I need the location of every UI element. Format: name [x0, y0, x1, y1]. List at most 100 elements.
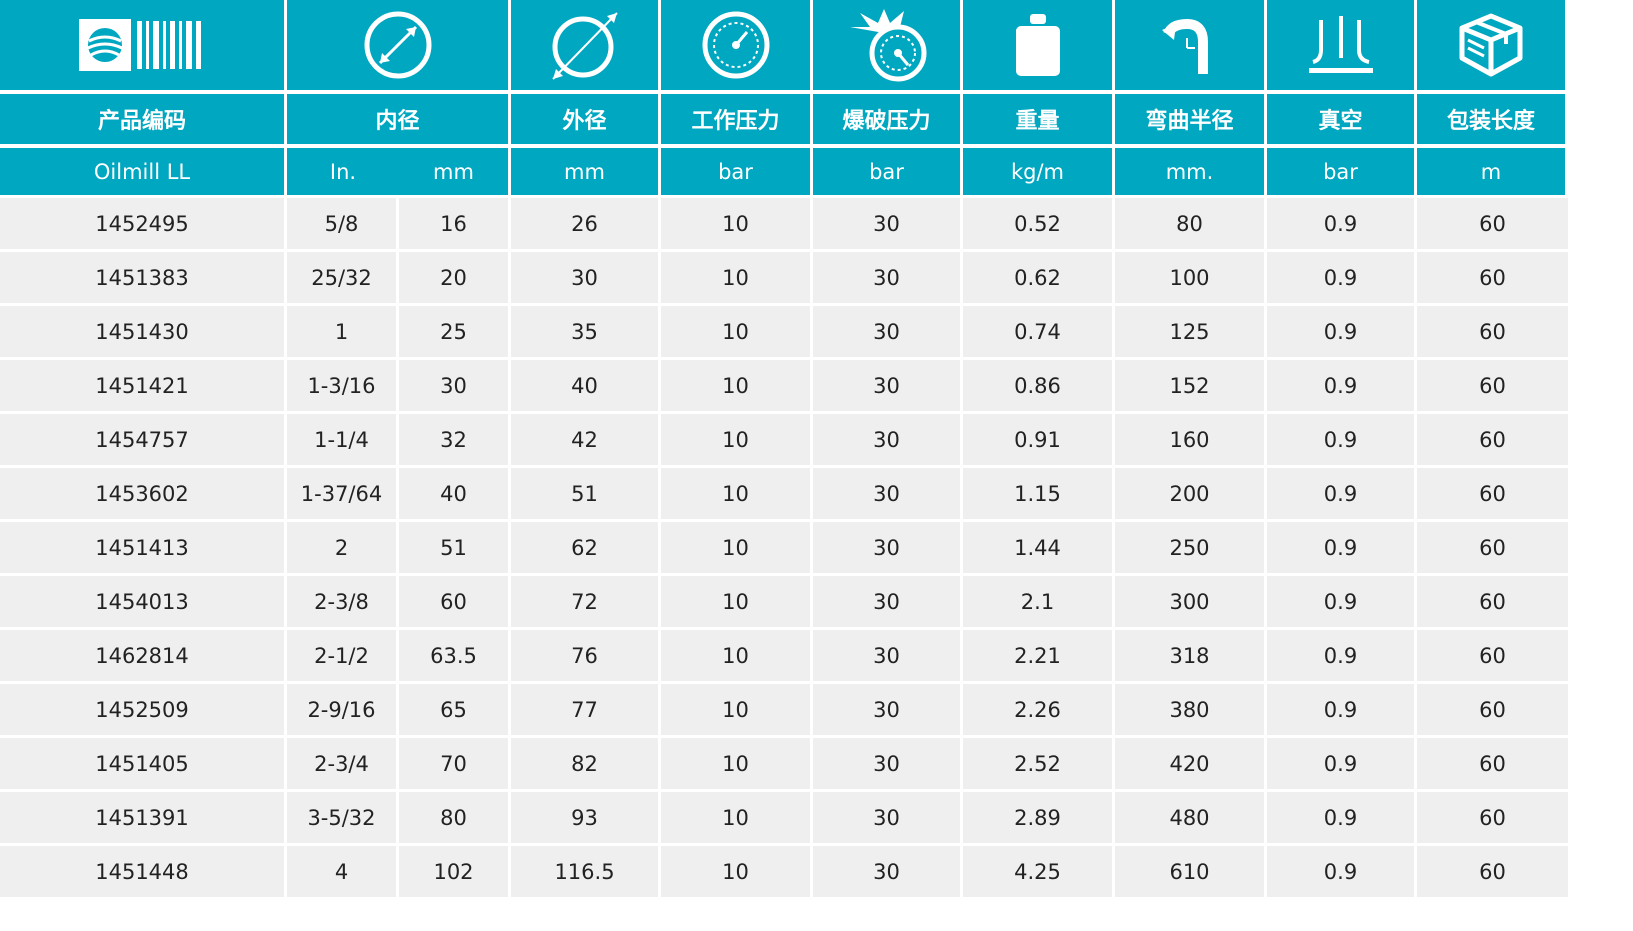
unit-vacuum: bar	[1267, 148, 1417, 195]
header-burst-pressure: 爆破压力	[813, 94, 963, 148]
header-pack-length: 包装长度	[1417, 94, 1568, 148]
icon-cell-weight	[963, 0, 1115, 94]
cell-outer: 35	[511, 303, 661, 357]
table-row: 1454757 1-1/4 32 42 10 30 0.91 160 0.9 60	[0, 411, 1568, 465]
icon-cell-pack-length	[1417, 0, 1568, 94]
table-row: 1451391 3-5/32 80 93 10 30 2.89 480 0.9 60	[0, 789, 1568, 843]
cell-vacuum: 0.9	[1267, 789, 1417, 843]
cell-burst-pressure: 30	[813, 681, 963, 735]
weight-icon	[1015, 14, 1060, 76]
cell-vacuum: 0.9	[1267, 627, 1417, 681]
cell-burst-pressure: 30	[813, 843, 963, 897]
cell-burst-pressure: 30	[813, 573, 963, 627]
cell-bend-radius: 200	[1115, 465, 1267, 519]
icon-row	[0, 0, 1568, 94]
table-row: 1452495 5/8 16 26 10 30 0.52 80 0.9 60	[0, 195, 1568, 249]
cell-bend-radius: 250	[1115, 519, 1267, 573]
outer-diameter-icon	[551, 12, 618, 80]
cell-inner-mm: 63.5	[399, 627, 511, 681]
cell-pack-length: 60	[1417, 627, 1568, 681]
header-bend-radius: 弯曲半径	[1115, 94, 1267, 148]
cell-inner-in: 2	[287, 519, 399, 573]
cell-outer: 40	[511, 357, 661, 411]
cell-inner-mm: 51	[399, 519, 511, 573]
unit-pack-length: m	[1417, 148, 1568, 195]
cell-working-pressure: 10	[661, 681, 813, 735]
cell-outer: 72	[511, 573, 661, 627]
cell-outer: 82	[511, 735, 661, 789]
package-box-icon	[1459, 13, 1523, 77]
cell-working-pressure: 10	[661, 519, 813, 573]
burst-pressure-icon	[849, 9, 926, 82]
cell-pack-length: 60	[1417, 465, 1568, 519]
cell-inner-in: 1-3/16	[287, 357, 399, 411]
cell-vacuum: 0.9	[1267, 195, 1417, 249]
cell-outer: 42	[511, 411, 661, 465]
cell-bend-radius: 420	[1115, 735, 1267, 789]
cell-bend-radius: 152	[1115, 357, 1267, 411]
cell-burst-pressure: 30	[813, 249, 963, 303]
cell-code: 1453602	[0, 465, 287, 519]
cell-burst-pressure: 30	[813, 465, 963, 519]
cell-pack-length: 60	[1417, 573, 1568, 627]
icon-cell-inner	[287, 0, 511, 94]
cell-pack-length: 60	[1417, 411, 1568, 465]
cell-burst-pressure: 30	[813, 411, 963, 465]
cell-pack-length: 60	[1417, 195, 1568, 249]
cell-working-pressure: 10	[661, 195, 813, 249]
bend-radius-icon	[1161, 18, 1208, 74]
unit-code: Oilmill LL	[0, 148, 287, 195]
cell-vacuum: 0.9	[1267, 465, 1417, 519]
cell-bend-radius: 610	[1115, 843, 1267, 897]
cell-pack-length: 60	[1417, 303, 1568, 357]
cell-inner-in: 5/8	[287, 195, 399, 249]
cell-inner-mm: 16	[399, 195, 511, 249]
cell-pack-length: 60	[1417, 789, 1568, 843]
cell-vacuum: 0.9	[1267, 519, 1417, 573]
spec-table-container: 产品编码 内径 外径 工作压力 爆破压力 重量 弯曲半径 真空 包装长度 Oil…	[0, 0, 1568, 897]
cell-code: 1452509	[0, 681, 287, 735]
unit-working-pressure: bar	[661, 148, 813, 195]
cell-code: 1462814	[0, 627, 287, 681]
cell-code: 1454013	[0, 573, 287, 627]
cell-code: 1451413	[0, 519, 287, 573]
cell-inner-in: 2-3/8	[287, 573, 399, 627]
table-row: 1451448 4 102 116.5 10 30 4.25 610 0.9 60	[0, 843, 1568, 897]
cell-vacuum: 0.9	[1267, 573, 1417, 627]
cell-vacuum: 0.9	[1267, 303, 1417, 357]
cell-working-pressure: 10	[661, 411, 813, 465]
cell-pack-length: 60	[1417, 735, 1568, 789]
table-row: 1451383 25/32 20 30 10 30 0.62 100 0.9 60	[0, 249, 1568, 303]
unit-inner-mm: mm	[399, 148, 511, 195]
cell-inner-mm: 102	[399, 843, 511, 897]
cell-inner-in: 2-3/4	[287, 735, 399, 789]
header-inner-diameter: 内径	[287, 94, 511, 148]
cell-inner-in: 3-5/32	[287, 789, 399, 843]
cell-vacuum: 0.9	[1267, 735, 1417, 789]
cell-code: 1451421	[0, 357, 287, 411]
cell-code: 1454757	[0, 411, 287, 465]
cell-burst-pressure: 30	[813, 735, 963, 789]
unit-outer: mm	[511, 148, 661, 195]
table-body: 1452495 5/8 16 26 10 30 0.52 80 0.9 60 1451383 25/3…	[0, 195, 1568, 897]
unit-burst-pressure: bar	[813, 148, 963, 195]
cell-inner-in: 1-1/4	[287, 411, 399, 465]
icon-cell-bend-radius	[1115, 0, 1267, 94]
cell-inner-mm: 65	[399, 681, 511, 735]
cell-bend-radius: 480	[1115, 789, 1267, 843]
icon-cell-code	[0, 0, 287, 94]
cell-inner-mm: 25	[399, 303, 511, 357]
cell-bend-radius: 125	[1115, 303, 1267, 357]
cell-outer: 77	[511, 681, 661, 735]
cell-weight: 2.1	[963, 573, 1115, 627]
inner-diameter-icon	[364, 11, 431, 79]
cell-outer: 51	[511, 465, 661, 519]
table-row: 1452509 2-9/16 65 77 10 30 2.26 380 0.9 60	[0, 681, 1568, 735]
cell-bend-radius: 380	[1115, 681, 1267, 735]
cell-code: 1452495	[0, 195, 287, 249]
cell-weight: 1.15	[963, 465, 1115, 519]
cell-working-pressure: 10	[661, 249, 813, 303]
cell-inner-mm: 60	[399, 573, 511, 627]
cell-burst-pressure: 30	[813, 303, 963, 357]
table-row: 1451430 1 25 35 10 30 0.74 125 0.9 60	[0, 303, 1568, 357]
